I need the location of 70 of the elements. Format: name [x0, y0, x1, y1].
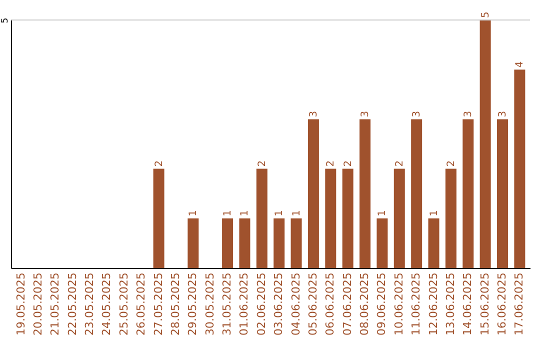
x-tick-label: 02.06.2025: [254, 272, 268, 336]
x-tick-label: 17.06.2025: [512, 272, 526, 336]
data-label: 4: [514, 61, 526, 68]
bar: [342, 168, 354, 268]
x-tick-label: 01.06.2025: [238, 272, 251, 336]
x-tick-label: 03.06.2025: [272, 272, 286, 336]
x-tick-label: 19.05.2025: [14, 272, 28, 336]
x-tick-label: 28.05.2025: [168, 272, 182, 336]
bar: [325, 168, 336, 268]
x-tick-label: 06.06.2025: [324, 272, 337, 336]
data-label: 1: [274, 210, 286, 216]
data-label: 1: [428, 210, 440, 216]
x-tick-label: 27.05.2025: [152, 272, 165, 336]
x-tick-label: 07.06.2025: [340, 272, 354, 336]
data-label: 2: [256, 160, 268, 167]
x-tick-label: 12.06.2025: [426, 272, 440, 336]
data-label: 1: [188, 210, 200, 216]
x-tick-label: 11.06.2025: [410, 272, 423, 336]
bar: [445, 168, 456, 268]
x-tick-label: 31.05.2025: [220, 272, 234, 336]
x-tick-label: 16.06.2025: [496, 272, 509, 336]
data-label: 2: [326, 160, 337, 167]
bar: [256, 168, 268, 268]
bar: [222, 218, 234, 268]
data-label: 1: [377, 210, 388, 216]
bar: [274, 218, 285, 268]
bar: [480, 20, 491, 268]
x-tick-label: 26.05.2025: [134, 272, 148, 336]
x-tick-label: 25.05.2025: [117, 272, 130, 336]
data-label: 3: [463, 110, 474, 118]
x-tick-label: 14.06.2025: [461, 272, 474, 336]
data-label: 1: [291, 210, 302, 216]
data-label: 5: [480, 12, 492, 18]
data-label: 3: [360, 110, 372, 118]
x-tick-label: 20.05.2025: [31, 272, 44, 336]
x-tick-label: 10.06.2025: [392, 272, 406, 336]
bar: [376, 218, 388, 268]
bar: [188, 218, 199, 268]
x-tick-label: 05.06.2025: [306, 272, 320, 336]
x-tick-label: 13.06.2025: [444, 272, 457, 336]
bar: [462, 119, 474, 268]
bar: [239, 218, 250, 268]
x-tick-label: 30.05.2025: [203, 272, 216, 336]
data-label: 3: [412, 110, 423, 118]
data-label: 2: [154, 160, 165, 167]
data-label: 1: [240, 210, 251, 216]
bar: [428, 218, 440, 268]
bar: [360, 119, 371, 268]
data-label: 3: [498, 110, 509, 118]
x-tick-label: 09.06.2025: [375, 272, 388, 336]
x-tick-label: 24.05.2025: [100, 272, 114, 336]
bar: [394, 168, 405, 268]
bar: [497, 119, 508, 268]
x-tick-label: 08.06.2025: [358, 272, 372, 336]
x-tick-label: 04.06.2025: [289, 272, 302, 336]
bar: [514, 70, 526, 268]
bar: [308, 119, 319, 268]
bar: [153, 168, 164, 268]
x-tick-label: 21.05.2025: [48, 272, 62, 336]
data-label: 3: [308, 110, 320, 118]
x-tick-label: 23.05.2025: [83, 272, 96, 336]
bar: [411, 119, 422, 268]
data-label: 1: [222, 210, 234, 216]
bar: [290, 218, 302, 268]
data-label: 2: [446, 160, 457, 167]
data-label: 2: [394, 160, 406, 167]
data-label: 2: [342, 160, 354, 167]
x-tick-label: 22.05.2025: [66, 272, 79, 336]
x-tick-label: 29.05.2025: [186, 272, 200, 336]
x-tick-label: 15.06.2025: [478, 272, 492, 336]
